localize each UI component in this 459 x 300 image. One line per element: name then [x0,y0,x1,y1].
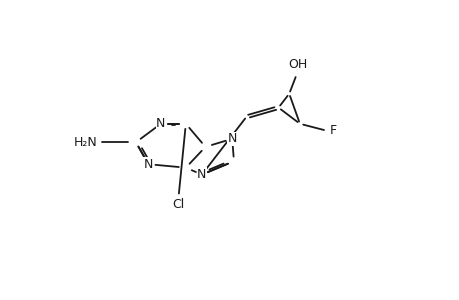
Text: N: N [227,132,236,145]
Text: OH: OH [288,58,307,71]
Text: F: F [330,124,336,137]
Text: N: N [197,168,206,181]
Text: N: N [156,117,165,130]
Text: H₂N: H₂N [74,136,98,149]
Text: N: N [143,158,153,171]
Text: Cl: Cl [172,198,185,211]
